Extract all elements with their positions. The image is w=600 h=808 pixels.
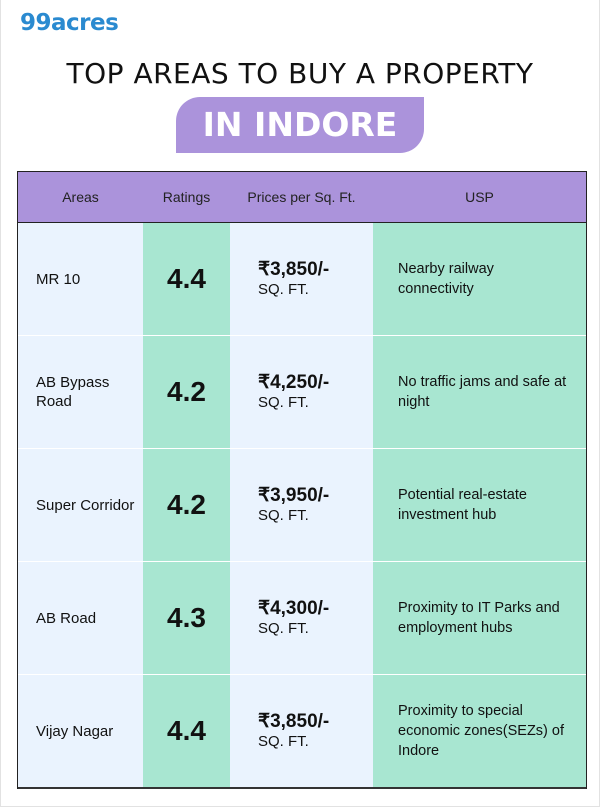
price-amount: ₹3,950/- bbox=[258, 485, 330, 506]
area-name: Super Corridor bbox=[18, 449, 143, 561]
table-row: Super Corridor 4.2 ₹3,950/- SQ. FT. Pote… bbox=[18, 449, 586, 562]
usp-text: Nearby railway connectivity bbox=[373, 223, 586, 335]
area-name: AB Road bbox=[18, 562, 143, 674]
city-badge: IN INDORE bbox=[176, 97, 424, 153]
table-row: MR 10 4.4 ₹3,850/- SQ. FT. Nearby railwa… bbox=[18, 223, 586, 336]
price-unit: SQ. FT. bbox=[258, 507, 309, 524]
area-name: AB Bypass Road bbox=[18, 336, 143, 448]
areas-table: Areas Ratings Prices per Sq. Ft. USP MR … bbox=[17, 171, 587, 789]
price-amount: ₹4,250/- bbox=[258, 372, 330, 393]
usp-text: No traffic jams and safe at night bbox=[373, 336, 586, 448]
price-amount: ₹4,300/- bbox=[258, 598, 330, 619]
column-header-areas: Areas bbox=[62, 189, 99, 205]
rating-value: 4.3 bbox=[143, 562, 230, 674]
usp-text: Proximity to special economic zones(SEZs… bbox=[373, 675, 586, 787]
price-amount: ₹3,850/- bbox=[258, 259, 330, 280]
rating-value: 4.2 bbox=[143, 336, 230, 448]
page-title: TOP AREAS TO BUY A PROPERTY bbox=[66, 57, 534, 90]
column-header-ratings: Ratings bbox=[162, 189, 211, 205]
price-unit: SQ. FT. bbox=[258, 733, 309, 750]
price-unit: SQ. FT. bbox=[258, 394, 309, 411]
usp-text: Proximity to IT Parks and employment hub… bbox=[373, 562, 586, 674]
price-cell: ₹3,850/- SQ. FT. bbox=[230, 675, 373, 787]
price-cell: ₹4,250/- SQ. FT. bbox=[230, 336, 373, 448]
price-cell: ₹3,950/- SQ. FT. bbox=[230, 449, 373, 561]
rating-value: 4.4 bbox=[143, 675, 230, 787]
table-header: Areas Ratings Prices per Sq. Ft. USP bbox=[18, 172, 586, 223]
price-amount: ₹3,850/- bbox=[258, 711, 330, 732]
price-unit: SQ. FT. bbox=[258, 281, 309, 298]
price-cell: ₹3,850/- SQ. FT. bbox=[230, 223, 373, 335]
table-row: AB Bypass Road 4.2 ₹4,250/- SQ. FT. No t… bbox=[18, 336, 586, 449]
area-name: Vijay Nagar bbox=[18, 675, 143, 787]
table-row: Vijay Nagar 4.4 ₹3,850/- SQ. FT. Proximi… bbox=[18, 675, 586, 789]
rating-value: 4.2 bbox=[143, 449, 230, 561]
price-unit: SQ. FT. bbox=[258, 620, 309, 637]
usp-text: Potential real-estate investment hub bbox=[373, 449, 586, 561]
price-cell: ₹4,300/- SQ. FT. bbox=[230, 562, 373, 674]
rating-value: 4.4 bbox=[143, 223, 230, 335]
column-header-prices: Prices per Sq. Ft. bbox=[247, 189, 356, 205]
column-header-usp: USP bbox=[465, 189, 494, 205]
brand-logo: 99acres bbox=[20, 10, 119, 36]
table-row: AB Road 4.3 ₹4,300/- SQ. FT. Proximity t… bbox=[18, 562, 586, 675]
area-name: MR 10 bbox=[18, 223, 143, 335]
